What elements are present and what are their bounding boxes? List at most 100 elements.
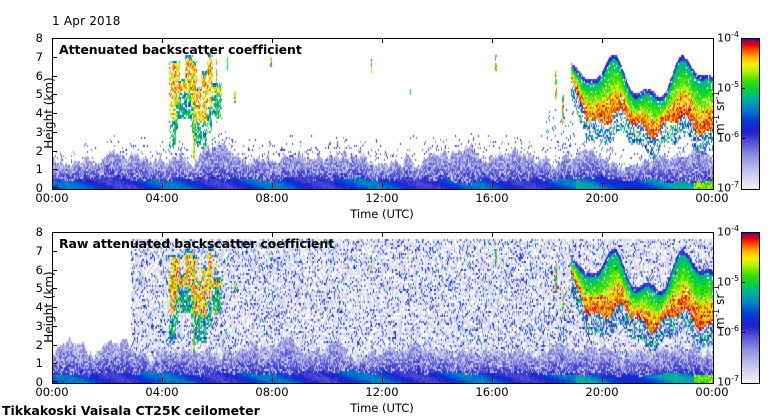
- x-tick-mark: [602, 232, 603, 237]
- x-axis-labels-top: 00:00 04:00 08:00 12:00 16:00 20:00 00:00: [35, 188, 728, 212]
- x-tick-label: 20:00: [585, 385, 619, 399]
- colorbar-bottom: [741, 232, 760, 384]
- x-axis-labels-bottom: 00:00 04:00 08:00 12:00 16:00 20:00 00:00: [35, 382, 728, 406]
- colorbar-unit-label-top: m-1 sr-1: [712, 91, 727, 135]
- colorbar-tick-mark: [741, 332, 745, 333]
- panel-title-raw: Raw attenuated backscatter coefficient: [59, 236, 335, 251]
- panel-raw-attenuated-backscatter: Raw attenuated backscatter coefficient: [52, 232, 714, 384]
- x-tick-mark: [382, 183, 383, 188]
- x-tick-mark: [162, 232, 163, 237]
- y-tick-mark: [52, 169, 57, 171]
- y-tick-label: 8: [35, 31, 43, 45]
- x-tick-mark: [382, 232, 383, 237]
- y-tick-label: 5: [35, 281, 43, 296]
- x-tick-mark: [492, 377, 493, 382]
- y-tick-mark: [52, 113, 57, 114]
- x-tick-mark: [272, 232, 273, 237]
- y-tick-mark: [52, 344, 57, 346]
- y-tick-mark: [52, 75, 57, 77]
- y-tick-mark: [52, 232, 57, 233]
- x-tick-label: 12:00: [365, 191, 399, 205]
- colorbar-unit-label-bottom: m-1 sr-1: [712, 285, 727, 329]
- y-tick-mark: [52, 150, 57, 152]
- y-tick-label: 0: [35, 181, 43, 195]
- y-tick-mark: [52, 94, 57, 96]
- y-tick-mark: [52, 187, 57, 188]
- y-tick-mark: [52, 381, 57, 382]
- x-tick-label: 00:00: [695, 385, 729, 399]
- colorbar-tick-label: 10-5: [717, 273, 739, 289]
- panel-title-cleaned: Attenuated backscatter coefficient: [59, 42, 302, 57]
- y-tick-mark: [52, 56, 57, 58]
- y-tick-label: 5: [35, 87, 43, 102]
- x-tick-label: 08:00: [255, 191, 289, 205]
- x-tick-mark: [602, 377, 603, 382]
- x-tick-label: 12:00: [365, 385, 399, 399]
- x-tick-mark: [162, 38, 163, 43]
- y-tick-label: 1: [35, 162, 43, 177]
- colorbar-tick-label: 10-6: [717, 323, 739, 339]
- y-tick-label: 2: [35, 143, 43, 158]
- x-axis-title-bottom: Time (UTC): [350, 401, 414, 415]
- y-axis-labels-top: 0 1 2 3 4 5 6 7 8: [0, 31, 43, 195]
- x-tick-mark: [272, 183, 273, 188]
- y-tick-mark: [52, 38, 57, 39]
- footer-caption: Tikkakoski Vaisala CT25K ceilometer: [2, 403, 260, 418]
- colorbar-tick-mark: [741, 138, 745, 139]
- y-tick-label: 1: [35, 356, 43, 371]
- y-tick-label: 6: [35, 68, 43, 83]
- colorbar-gradient-bottom: [742, 233, 759, 383]
- x-tick-mark: [492, 232, 493, 237]
- y-tick-mark: [52, 288, 57, 290]
- panel-attenuated-backscatter: Attenuated backscatter coefficient: [52, 38, 714, 190]
- x-tick-mark: [382, 377, 383, 382]
- x-tick-mark: [162, 183, 163, 188]
- date-stamp: 1 Apr 2018: [52, 14, 121, 28]
- y-tick-label: 4: [35, 300, 43, 314]
- x-tick-label: 04:00: [145, 385, 179, 399]
- colorbar-top: [741, 38, 760, 190]
- y-tick-label: 3: [35, 318, 43, 333]
- colorbar-gradient-top: [742, 39, 759, 189]
- x-tick-label: 16:00: [475, 385, 509, 399]
- heatmap-canvas-cleaned: [53, 39, 713, 189]
- colorbar-tick-label: 10-7: [717, 373, 739, 389]
- x-tick-mark: [272, 377, 273, 382]
- colorbar-tick-label: 10-7: [717, 179, 739, 195]
- y-tick-mark: [52, 131, 57, 133]
- y-tick-label: 6: [35, 262, 43, 277]
- y-tick-mark: [52, 250, 57, 252]
- x-tick-label: 04:00: [145, 191, 179, 205]
- y-tick-mark: [52, 325, 57, 327]
- x-tick-mark: [492, 183, 493, 188]
- y-tick-mark: [52, 269, 57, 271]
- x-tick-label: 00:00: [695, 191, 729, 205]
- x-tick-label: 20:00: [585, 191, 619, 205]
- colorbar-tick-labels-top: 10-4 10-5 10-6 10-7: [697, 30, 739, 194]
- y-tick-label: 3: [35, 124, 43, 139]
- y-tick-mark: [52, 363, 57, 365]
- colorbar-tick-mark: [741, 88, 745, 89]
- x-tick-mark: [382, 38, 383, 43]
- x-axis-title-top: Time (UTC): [350, 207, 414, 221]
- x-tick-label: 00:00: [35, 385, 69, 399]
- y-tick-label: 2: [35, 337, 43, 352]
- x-tick-mark: [492, 38, 493, 43]
- y-tick-label: 8: [35, 225, 43, 239]
- y-tick-label: 4: [35, 106, 43, 120]
- y-tick-label: 7: [35, 49, 43, 64]
- x-tick-mark: [162, 377, 163, 382]
- x-tick-mark: [602, 38, 603, 43]
- x-tick-mark: [272, 38, 273, 43]
- y-tick-label: 0: [35, 375, 43, 389]
- colorbar-tick-label: 10-4: [717, 223, 739, 239]
- y-tick-label: 7: [35, 243, 43, 258]
- colorbar-tick-labels-bottom: 10-4 10-5 10-6 10-7: [697, 224, 739, 388]
- heatmap-canvas-raw: [53, 233, 713, 383]
- colorbar-tick-label: 10-4: [717, 29, 739, 45]
- colorbar-tick-label: 10-6: [717, 129, 739, 145]
- colorbar-tick-mark: [741, 282, 745, 283]
- x-tick-label: 00:00: [35, 191, 69, 205]
- colorbar-tick-label: 10-5: [717, 79, 739, 95]
